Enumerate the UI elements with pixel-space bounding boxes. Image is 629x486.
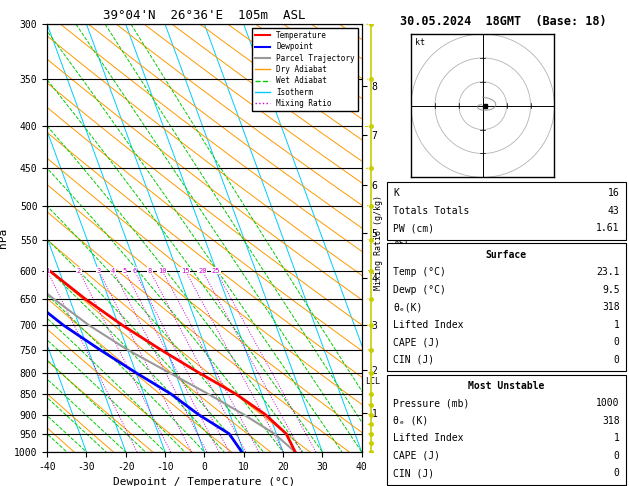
Legend: Temperature, Dewpoint, Parcel Trajectory, Dry Adiabat, Wet Adiabat, Isotherm, Mi: Temperature, Dewpoint, Parcel Trajectory… (252, 28, 358, 111)
Text: 3: 3 (96, 267, 101, 274)
Text: Mixing Ratio (g/kg): Mixing Ratio (g/kg) (374, 195, 383, 291)
Text: 1.61: 1.61 (596, 224, 620, 233)
Text: 8: 8 (148, 267, 152, 274)
Text: 318: 318 (602, 302, 620, 312)
Text: Most Unstable: Most Unstable (468, 381, 545, 391)
Text: Surface: Surface (486, 250, 527, 260)
Text: CIN (J): CIN (J) (393, 355, 434, 364)
Text: Pressure (mb): Pressure (mb) (393, 399, 469, 408)
Text: 318: 318 (602, 416, 620, 426)
Text: 16: 16 (608, 189, 620, 198)
Text: CAPE (J): CAPE (J) (393, 337, 440, 347)
Text: 23.1: 23.1 (596, 267, 620, 277)
Text: 1: 1 (614, 434, 620, 443)
Text: 20: 20 (198, 267, 206, 274)
Text: Dewp (°C): Dewp (°C) (393, 285, 446, 295)
X-axis label: Dewpoint / Temperature (°C): Dewpoint / Temperature (°C) (113, 477, 296, 486)
Text: 25: 25 (211, 267, 220, 274)
Text: 43: 43 (608, 206, 620, 216)
Text: Lifted Index: Lifted Index (393, 434, 464, 443)
Text: 9.5: 9.5 (602, 285, 620, 295)
Text: CAPE (J): CAPE (J) (393, 451, 440, 461)
Text: © weatheronline.co.uk: © weatheronline.co.uk (456, 471, 569, 480)
Text: K: K (393, 189, 399, 198)
Text: 1000: 1000 (596, 399, 620, 408)
Text: 6: 6 (132, 267, 136, 274)
Text: Totals Totals: Totals Totals (393, 206, 469, 216)
Text: θₑ(K): θₑ(K) (393, 302, 423, 312)
Text: 15: 15 (181, 267, 189, 274)
Text: 1: 1 (614, 320, 620, 330)
Text: Temp (°C): Temp (°C) (393, 267, 446, 277)
Text: LCL: LCL (365, 377, 380, 386)
Y-axis label: hPa: hPa (0, 228, 8, 248)
Text: PW (cm): PW (cm) (393, 224, 434, 233)
Y-axis label: km
ASL: km ASL (394, 227, 411, 249)
Text: 0: 0 (614, 469, 620, 478)
Text: 2: 2 (77, 267, 81, 274)
Text: CIN (J): CIN (J) (393, 469, 434, 478)
Text: 0: 0 (614, 337, 620, 347)
Title: 39°04'N  26°36'E  105m  ASL: 39°04'N 26°36'E 105m ASL (103, 9, 306, 22)
Text: θₑ (K): θₑ (K) (393, 416, 428, 426)
Text: 5: 5 (123, 267, 127, 274)
Text: 30.05.2024  18GMT  (Base: 18): 30.05.2024 18GMT (Base: 18) (400, 15, 606, 28)
Text: 4: 4 (111, 267, 115, 274)
Text: 0: 0 (614, 355, 620, 364)
Text: Lifted Index: Lifted Index (393, 320, 464, 330)
Text: 10: 10 (158, 267, 167, 274)
Text: 0: 0 (614, 451, 620, 461)
Text: 1: 1 (45, 267, 49, 274)
Text: kt: kt (415, 38, 425, 47)
